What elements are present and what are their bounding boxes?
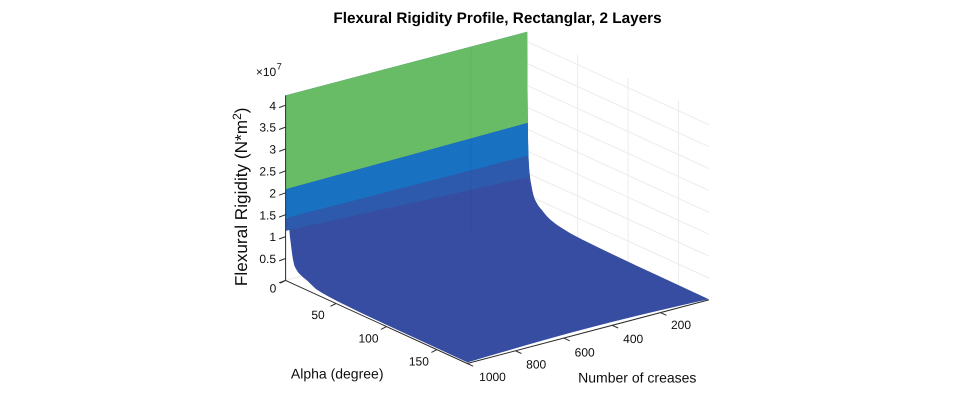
svg-text:150: 150 bbox=[409, 354, 429, 368]
svg-text:1000: 1000 bbox=[479, 370, 506, 384]
svg-text:0: 0 bbox=[270, 282, 277, 296]
svg-text:×10: ×10 bbox=[256, 65, 277, 79]
svg-text:0.5: 0.5 bbox=[259, 252, 276, 266]
svg-text:1.5: 1.5 bbox=[259, 208, 276, 222]
svg-text:800: 800 bbox=[526, 358, 546, 372]
svg-text:2.5: 2.5 bbox=[259, 165, 276, 179]
svg-text:2: 2 bbox=[269, 186, 276, 200]
svg-text:3: 3 bbox=[269, 143, 276, 157]
svg-text:7: 7 bbox=[277, 61, 282, 71]
svg-text:Number of creases: Number of creases bbox=[578, 369, 696, 385]
svg-text:4: 4 bbox=[269, 99, 276, 113]
svg-text:Alpha (degree): Alpha (degree) bbox=[291, 366, 384, 382]
svg-text:Flexural Rigidity Profile, Rec: Flexural Rigidity Profile, Rectanglar, 2… bbox=[333, 10, 661, 27]
svg-text:Flexural Rigidity (N*m2): Flexural Rigidity (N*m2) bbox=[230, 107, 251, 286]
svg-text:1: 1 bbox=[269, 230, 276, 244]
svg-text:3.5: 3.5 bbox=[259, 121, 276, 135]
svg-text:400: 400 bbox=[623, 332, 643, 346]
svg-text:600: 600 bbox=[575, 345, 595, 359]
svg-text:100: 100 bbox=[358, 331, 378, 345]
svg-text:50: 50 bbox=[311, 308, 325, 322]
svg-text:200: 200 bbox=[671, 318, 691, 332]
